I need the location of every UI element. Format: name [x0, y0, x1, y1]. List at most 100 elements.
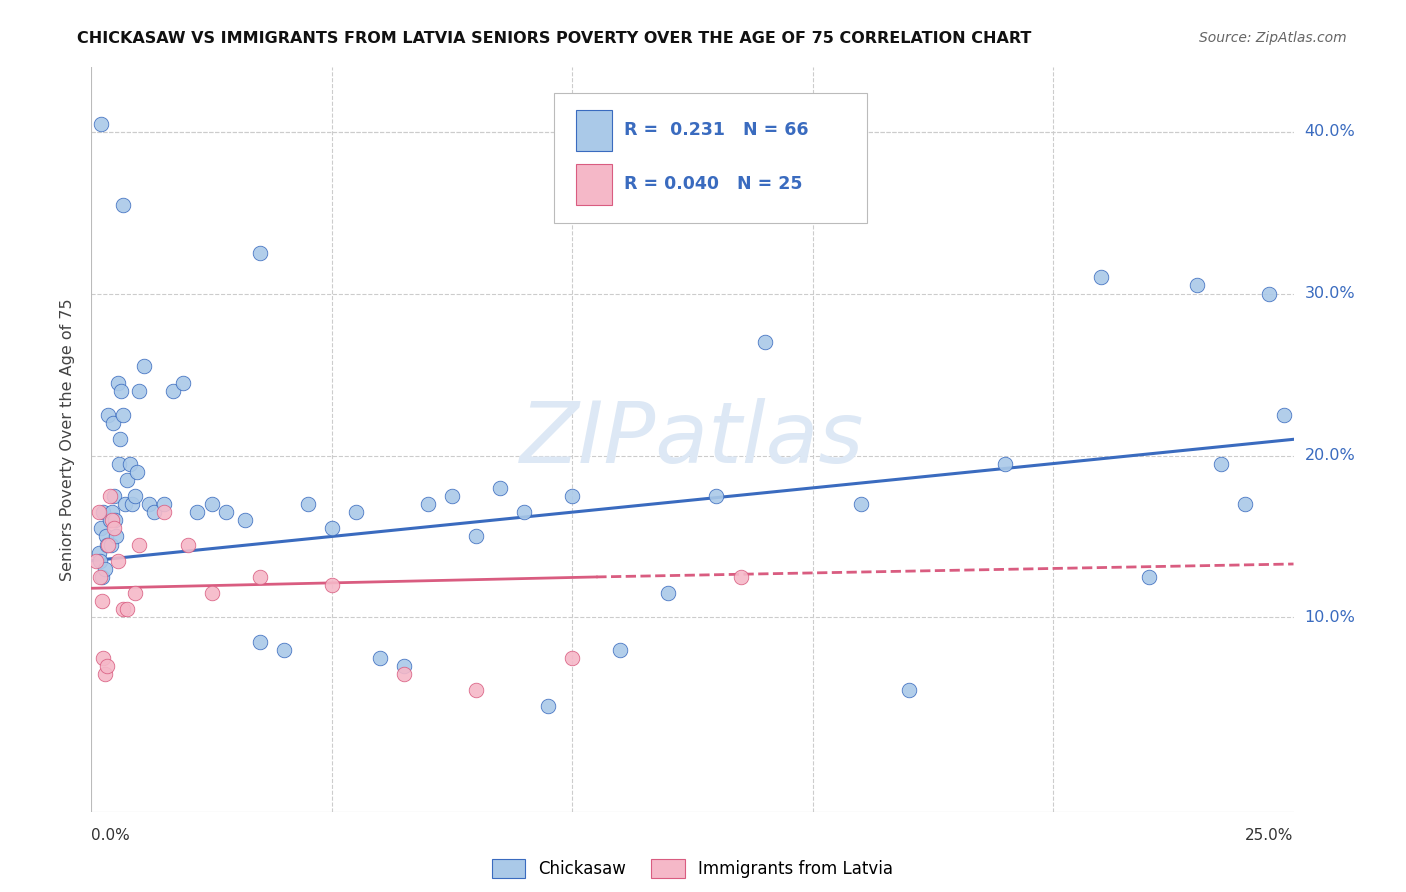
Text: 40.0%: 40.0% — [1305, 124, 1355, 139]
Point — [537, 699, 560, 714]
Point — [138, 497, 160, 511]
Point — [107, 554, 129, 568]
Point — [117, 473, 139, 487]
FancyBboxPatch shape — [554, 93, 866, 223]
Point — [111, 197, 134, 211]
Point — [114, 497, 136, 511]
Point — [89, 554, 111, 568]
Point — [111, 408, 134, 422]
Point — [368, 651, 391, 665]
Point — [87, 546, 110, 560]
Point — [91, 570, 114, 584]
Point — [897, 683, 920, 698]
FancyBboxPatch shape — [576, 164, 612, 204]
Text: R =  0.231   N = 66: R = 0.231 N = 66 — [624, 121, 808, 139]
Point — [176, 537, 198, 551]
Text: 20.0%: 20.0% — [1305, 448, 1355, 463]
Point — [96, 537, 118, 551]
Point — [94, 667, 117, 681]
Point — [273, 642, 295, 657]
Point — [172, 376, 194, 390]
Point — [200, 497, 222, 511]
Point — [1272, 408, 1295, 422]
Point — [121, 497, 143, 511]
Point — [1090, 270, 1112, 285]
Point — [97, 408, 120, 422]
Point — [849, 497, 872, 511]
Point — [128, 537, 150, 551]
Point — [215, 505, 238, 519]
Point — [128, 384, 150, 398]
Point — [125, 465, 148, 479]
Legend: Chickasaw, Immigrants from Latvia: Chickasaw, Immigrants from Latvia — [492, 859, 893, 878]
Point — [93, 651, 115, 665]
Point — [657, 586, 679, 600]
Point — [249, 570, 271, 584]
Text: 25.0%: 25.0% — [1246, 828, 1294, 843]
Point — [100, 537, 122, 551]
Point — [105, 529, 128, 543]
Point — [249, 246, 271, 260]
Point — [162, 384, 184, 398]
Point — [440, 489, 463, 503]
Text: R = 0.040   N = 25: R = 0.040 N = 25 — [624, 175, 803, 193]
Point — [392, 667, 415, 681]
Point — [124, 489, 146, 503]
Point — [513, 505, 536, 519]
Point — [1137, 570, 1160, 584]
Point — [1258, 286, 1281, 301]
Point — [561, 651, 583, 665]
Point — [1211, 457, 1233, 471]
Point — [110, 384, 132, 398]
Point — [186, 505, 208, 519]
Point — [103, 521, 125, 535]
Text: 30.0%: 30.0% — [1305, 286, 1355, 301]
Point — [94, 562, 117, 576]
Point — [97, 537, 120, 551]
Point — [107, 376, 129, 390]
Point — [108, 457, 131, 471]
Point — [754, 335, 776, 350]
Y-axis label: Seniors Poverty Over the Age of 75: Seniors Poverty Over the Age of 75 — [60, 298, 76, 581]
Point — [104, 513, 127, 527]
Point — [98, 489, 121, 503]
Text: ZIPatlas: ZIPatlas — [520, 398, 865, 481]
Point — [321, 578, 343, 592]
Point — [100, 513, 122, 527]
FancyBboxPatch shape — [576, 110, 612, 151]
Point — [1234, 497, 1257, 511]
Point — [124, 586, 146, 600]
Point — [103, 489, 125, 503]
Point — [392, 659, 415, 673]
Point — [94, 529, 117, 543]
Point — [100, 505, 122, 519]
Point — [110, 433, 132, 447]
Point — [117, 602, 139, 616]
Point — [200, 586, 222, 600]
Point — [730, 570, 752, 584]
Point — [142, 505, 165, 519]
Point — [101, 416, 124, 430]
Point — [152, 497, 174, 511]
Point — [1187, 278, 1209, 293]
Point — [994, 457, 1017, 471]
Point — [706, 489, 728, 503]
Point — [111, 602, 134, 616]
Point — [233, 513, 256, 527]
Point — [91, 594, 114, 608]
Point — [465, 683, 488, 698]
Point — [249, 634, 271, 648]
Point — [90, 117, 112, 131]
Text: Source: ZipAtlas.com: Source: ZipAtlas.com — [1199, 31, 1347, 45]
Point — [344, 505, 367, 519]
Point — [561, 489, 583, 503]
Text: 0.0%: 0.0% — [91, 828, 131, 843]
Text: 10.0%: 10.0% — [1305, 610, 1355, 625]
Point — [152, 505, 174, 519]
Point — [98, 513, 121, 527]
Point — [134, 359, 156, 374]
Point — [489, 481, 512, 495]
Point — [416, 497, 439, 511]
Point — [84, 554, 107, 568]
Point — [89, 570, 111, 584]
